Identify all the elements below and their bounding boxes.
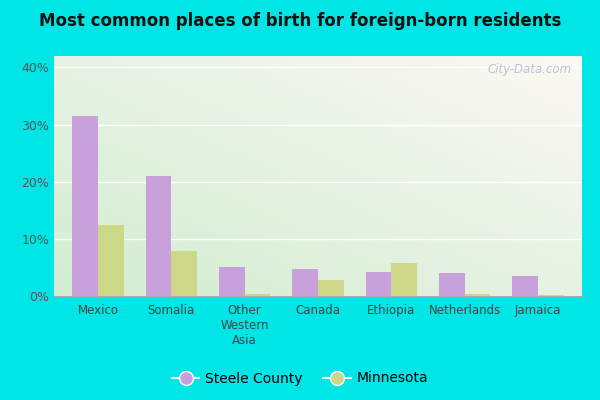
Bar [172, 252, 197, 296]
Text: City-Data.com: City-Data.com [487, 63, 571, 76]
Bar [98, 224, 124, 296]
Bar [512, 276, 538, 296]
Bar [146, 176, 172, 296]
Bar [365, 272, 391, 296]
Bar [73, 116, 98, 296]
Bar [391, 263, 417, 296]
Bar [245, 294, 271, 296]
Bar [219, 268, 245, 296]
Legend: Steele County, Minnesota: Steele County, Minnesota [166, 366, 434, 391]
Bar [464, 294, 490, 296]
Bar [292, 268, 318, 296]
Text: Most common places of birth for foreign-born residents: Most common places of birth for foreign-… [39, 12, 561, 30]
Bar [439, 273, 464, 296]
Bar [318, 280, 344, 296]
